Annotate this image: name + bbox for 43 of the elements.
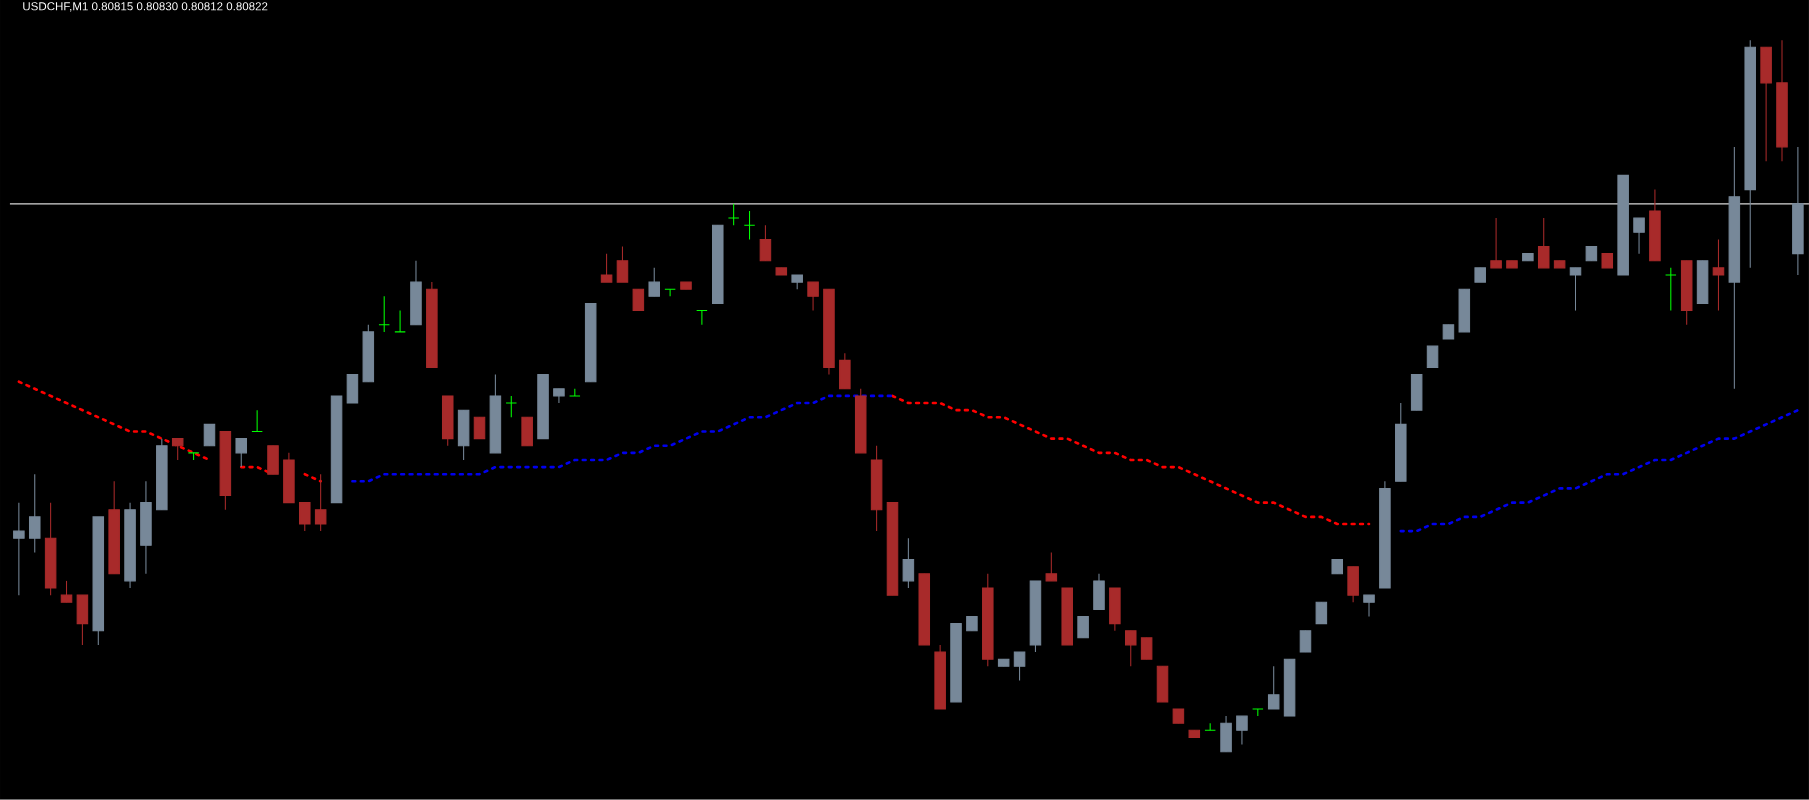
candlestick bbox=[727, 203, 740, 226]
candlestick bbox=[807, 281, 819, 312]
candlestick bbox=[473, 416, 486, 440]
candlestick bbox=[759, 224, 772, 262]
candlestick bbox=[1712, 239, 1725, 312]
candlestick bbox=[171, 438, 184, 461]
candlestick bbox=[1204, 722, 1216, 732]
candlestick bbox=[1077, 616, 1089, 639]
candlestick bbox=[616, 246, 629, 283]
candlestick bbox=[902, 537, 915, 589]
candlestick bbox=[394, 310, 406, 333]
candlestick bbox=[60, 580, 73, 603]
candlestick bbox=[1267, 665, 1280, 710]
candlestick bbox=[13, 502, 25, 596]
candlestick bbox=[235, 438, 248, 468]
candlestick bbox=[28, 473, 41, 554]
candlestick bbox=[1537, 217, 1550, 269]
candlestick bbox=[1569, 267, 1582, 312]
candlestick bbox=[1013, 651, 1026, 682]
candlestick bbox=[203, 424, 216, 447]
chart-title: USDCHF,M1 0.80815 0.80830 0.80812 0.80822 bbox=[23, 2, 268, 12]
candlestick bbox=[632, 288, 645, 312]
candlestick bbox=[251, 409, 263, 433]
candlestick bbox=[1490, 217, 1502, 269]
candlestick bbox=[1236, 715, 1248, 746]
candlestick bbox=[664, 288, 676, 298]
candlestick bbox=[1140, 637, 1153, 660]
candlestick bbox=[1315, 601, 1328, 625]
candlestick bbox=[600, 253, 613, 283]
candlestick bbox=[1124, 630, 1137, 667]
candlestick bbox=[378, 295, 390, 333]
candlestick bbox=[1045, 552, 1058, 582]
candlestick bbox=[1363, 594, 1375, 618]
candlestick bbox=[1299, 630, 1312, 653]
candlestick bbox=[299, 502, 311, 532]
candlestick bbox=[743, 210, 756, 241]
candlestick bbox=[314, 473, 327, 532]
candlestick bbox=[1633, 217, 1645, 255]
candlestick bbox=[505, 395, 518, 418]
candlestick bbox=[648, 267, 661, 298]
candlestick bbox=[1665, 267, 1677, 312]
candlestick bbox=[696, 310, 708, 326]
candlestick bbox=[1426, 345, 1439, 369]
